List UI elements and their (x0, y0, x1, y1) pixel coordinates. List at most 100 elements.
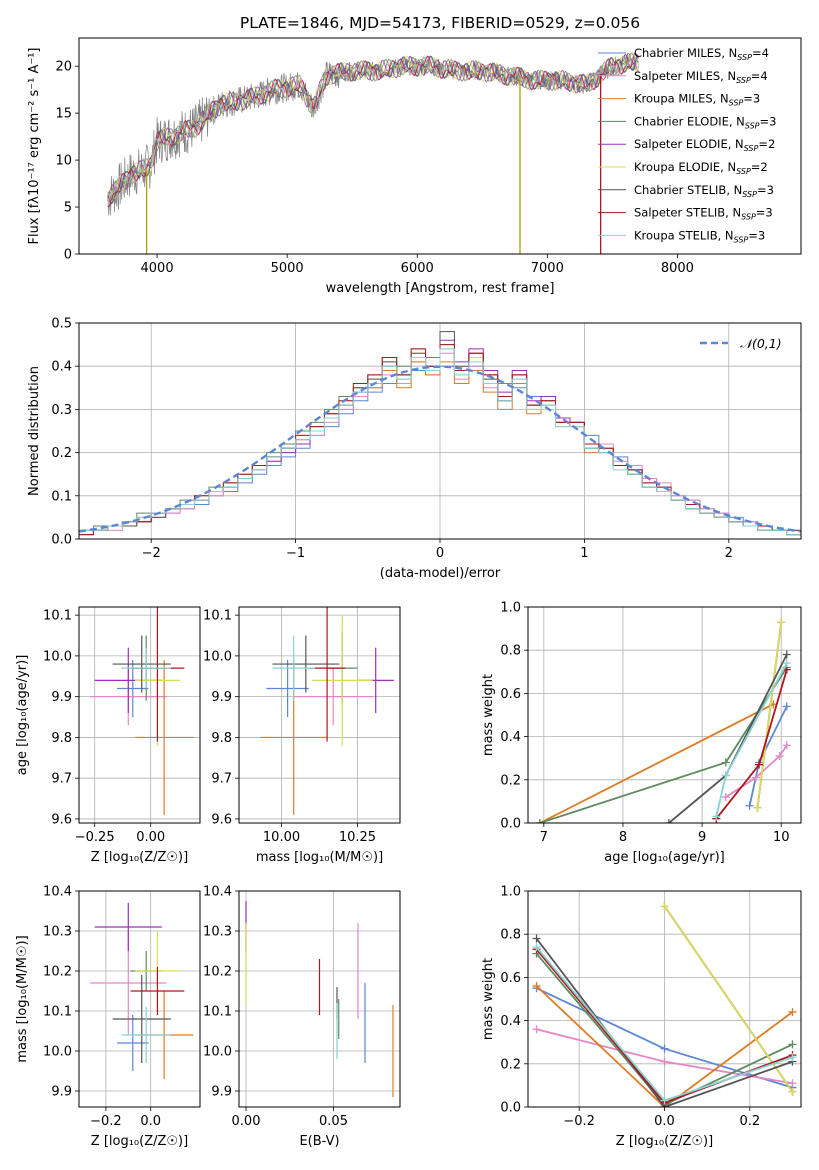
y-tick-label: 0.1 (51, 489, 72, 504)
y-tick-label: 15 (55, 107, 72, 122)
weight-marker (788, 1040, 797, 1049)
weight-line (663, 905, 794, 1093)
weight-marker (753, 803, 762, 812)
y-axis-label: Normed distribution (27, 366, 42, 496)
weight-marker (532, 943, 541, 952)
axes-frame (78, 606, 201, 824)
y-tick-label: 10.1 (43, 609, 72, 624)
y-tick-label: 9.9 (211, 690, 232, 705)
weight-marker (664, 819, 673, 823)
y-tick-label: 10.0 (43, 1045, 72, 1060)
mass-weight-vs-age-panel: 7 8 9 10 0.0 0.2 0.4 0.6 0.8 1.0 age [log₁₀(age/yr… (481, 601, 802, 865)
weight-marker (782, 702, 791, 711)
x-tick-label: 4000 (141, 261, 174, 276)
x-tick-label: 9 (698, 830, 706, 845)
legend-entry: 𝒩(0,1) (740, 336, 782, 351)
y-tick-label: 20 (55, 60, 72, 75)
plot-area (260, 607, 394, 815)
x-tick-label: −1 (286, 546, 305, 561)
weight-marker (660, 1044, 669, 1053)
x-tick-label: 10.00 (263, 830, 300, 845)
weight-marker (745, 801, 754, 810)
y-axis-label: Flux [fλ10⁻¹⁷ erg cm⁻² s⁻¹ A⁻¹] (27, 48, 42, 245)
y-tick-label: 10.1 (43, 1005, 72, 1020)
mass-weight-vs-metallicity-panel: −0.2 0.0 0.2 0.0 0.2 0.4 0.6 0.8 1.0 Z [log₁₀(Z/Z… (481, 885, 802, 1149)
legend-entry: Salpeter STELIB, NSSP=3 (634, 206, 773, 222)
y-tick-label: 10.4 (203, 885, 232, 900)
y-tick-label: 10.1 (203, 609, 232, 624)
x-tick-label: 0.0 (140, 1114, 161, 1129)
legend-entry: Chabrier STELIB, NSSP=3 (634, 183, 774, 199)
y-tick-label: 0.0 (51, 533, 72, 548)
x-axis-label: Z [log₁₀(Z/Z☉)] (91, 850, 188, 865)
x-axis-label: age [log₁₀(age/yr)] (604, 850, 725, 865)
age-vs-metallicity-panel: −0.25 0.00 9.6 9.7 9.8 9.9 10.0 10.1 Z [log₁₀(Z/… (15, 606, 201, 865)
legend-entry: Salpeter MILES, NSSP=4 (634, 69, 768, 85)
y-tick-label: 0.8 (500, 644, 521, 659)
weight-marker (782, 659, 791, 668)
x-tick-label: −0.2 (563, 1114, 595, 1129)
weight-marker (721, 771, 730, 780)
weight-line (535, 985, 794, 1107)
y-axis-label: age [log₁₀(age/yr)] (15, 655, 30, 776)
y-tick-label: 9.9 (51, 690, 72, 705)
age-vs-mass-panel: 10.00 10.25 9.6 9.7 9.8 9.9 10.0 10.1 mass [log₁… (203, 606, 401, 865)
spectrum-panel: 4000 5000 6000 7000 8000 0 5 10 15 20 wavelength [… (27, 37, 802, 296)
weight-marker (532, 934, 541, 943)
weight-marker (788, 1079, 797, 1088)
y-tick-label: 0.4 (51, 360, 72, 375)
weight-marker (775, 752, 784, 761)
weight-marker (782, 650, 791, 659)
x-tick-label: 7000 (531, 261, 564, 276)
model-spectrum-line (107, 52, 639, 208)
y-tick-label: 10.1 (203, 1005, 232, 1020)
weight-marker (751, 773, 760, 782)
x-axis-label: wavelength [Angstrom, rest frame] (326, 281, 555, 296)
y-tick-label: 9.8 (51, 731, 72, 746)
x-axis-label: Z [log₁₀(Z/Z☉)] (91, 1134, 188, 1149)
weight-marker (535, 819, 544, 823)
plot-area (79, 331, 801, 539)
weight-line (539, 667, 788, 823)
weight-marker (755, 760, 764, 769)
axes-frame (78, 890, 201, 1108)
x-axis-label: Z [log₁₀(Z/Z☉)] (616, 1134, 713, 1149)
legend-entry: Kroupa ELODIE, NSSP=2 (634, 160, 768, 176)
model-spectrum-line (107, 52, 639, 205)
x-axis-label: mass [log₁₀(M/M☉)] (256, 850, 383, 865)
x-tick-label: 10.25 (339, 830, 376, 845)
y-tick-label: 10.3 (203, 925, 232, 940)
y-tick-label: 9.9 (51, 1085, 72, 1100)
y-tick-label: 0.6 (500, 971, 521, 986)
x-tick-label: 0.2 (739, 1114, 760, 1129)
x-tick-label: 2 (725, 546, 733, 561)
weight-marker (660, 1096, 669, 1105)
x-tick-label: 1 (580, 546, 588, 561)
x-tick-label: 0.05 (319, 1114, 348, 1129)
x-tick-label: 5000 (271, 261, 304, 276)
weight-marker (721, 758, 730, 767)
y-tick-label: 0.4 (500, 730, 521, 745)
y-axis-label: mass weight (481, 958, 496, 1040)
x-tick-label: 0.00 (232, 1114, 261, 1129)
y-tick-label: 9.7 (51, 772, 72, 787)
plot-area (90, 903, 194, 1079)
legend-entry: Chabrier MILES, NSSP=4 (634, 46, 769, 62)
y-tick-label: 1.0 (500, 885, 521, 900)
figure-title: PLATE=1846, MJD=54173, FIBERID=0529, z=0… (240, 14, 640, 32)
plot-area (532, 902, 797, 1107)
x-tick-label: 10 (773, 830, 790, 845)
x-tick-label: −2 (142, 546, 161, 561)
x-axis-label: (data-model)/error (380, 566, 501, 581)
x-tick-label: −0.2 (90, 1114, 122, 1129)
y-tick-label: 0 (64, 248, 72, 263)
weight-line (535, 937, 793, 1107)
mass-vs-metallicity-panel: −0.2 0.0 9.9 10.0 10.1 10.2 10.3 10.4 Z [log₁₀(Z… (15, 885, 201, 1149)
y-axis-label: mass [log₁₀(M/M☉)] (15, 935, 30, 1062)
y-tick-label: 0.4 (500, 1014, 521, 1029)
y-axis-label: mass weight (481, 674, 496, 756)
y-tick-label: 0.6 (500, 687, 521, 702)
weight-marker (532, 1025, 541, 1034)
plot-area (245, 901, 394, 1097)
y-tick-label: 9.9 (211, 1085, 232, 1100)
